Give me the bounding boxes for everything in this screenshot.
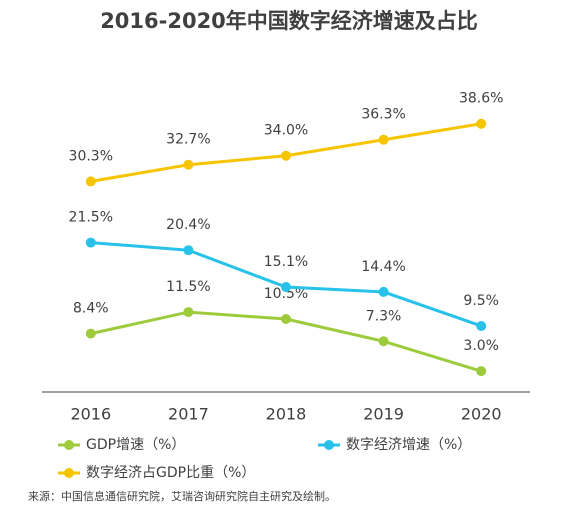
data-point [281, 314, 291, 325]
x-tick-label: 2019 [363, 405, 404, 424]
data-point [378, 134, 389, 145]
data-label: 8.4% [73, 301, 109, 317]
data-point [476, 366, 487, 377]
legend-marker [64, 468, 74, 478]
data-label: 3.0% [463, 338, 499, 354]
legend-label: GDP增速（%） [86, 437, 185, 453]
x-tick-label: 2016 [70, 405, 111, 424]
data-label: 34.0% [264, 123, 308, 139]
data-label: 30.3% [69, 148, 113, 164]
data-label: 7.3% [366, 308, 402, 324]
data-point [281, 150, 291, 161]
data-point [281, 282, 291, 293]
data-label: 11.5% [166, 279, 210, 295]
data-point [183, 245, 194, 256]
data-point [378, 336, 389, 347]
data-point [183, 307, 194, 318]
legend-label: 数字经济占GDP比重（%） [86, 465, 255, 481]
legend-label: 数字经济增速（%） [346, 437, 471, 453]
data-point [476, 320, 487, 331]
data-label: 38.6% [459, 91, 503, 107]
legend-marker [324, 440, 334, 450]
source-note: 来源：中国信息通信研究院，艾瑞咨询研究院自主研究及绘制。 [28, 489, 336, 503]
chart-title: 2016-2020年中国数字经济增速及占比 [100, 9, 478, 33]
data-label: 32.7% [166, 132, 210, 148]
data-label: 14.4% [361, 259, 405, 275]
legend-marker [64, 440, 74, 450]
data-point [476, 118, 487, 129]
data-point [378, 286, 389, 297]
data-label: 15.1% [264, 254, 308, 270]
data-label: 36.3% [361, 107, 405, 123]
data-point [85, 237, 96, 248]
data-label: 21.5% [69, 210, 113, 226]
data-point [85, 176, 96, 187]
data-label: 9.5% [463, 293, 499, 309]
data-point [85, 328, 96, 339]
data-label: 10.5% [264, 286, 308, 302]
x-tick-label: 2018 [266, 405, 307, 424]
x-tick-label: 2017 [168, 405, 209, 424]
data-label: 20.4% [166, 217, 210, 233]
data-point [183, 159, 194, 170]
x-tick-label: 2020 [461, 405, 502, 424]
